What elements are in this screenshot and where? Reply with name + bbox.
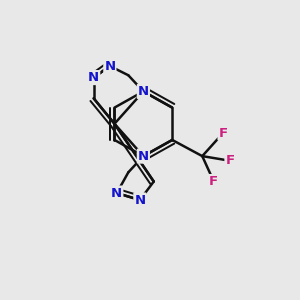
Text: N: N	[134, 194, 146, 206]
Text: F: F	[218, 127, 228, 140]
Text: N: N	[88, 71, 99, 84]
Text: N: N	[104, 59, 116, 73]
Text: N: N	[138, 150, 149, 163]
Text: F: F	[225, 154, 235, 167]
Text: N: N	[138, 85, 149, 98]
Text: N: N	[111, 187, 122, 200]
Text: F: F	[209, 175, 218, 188]
